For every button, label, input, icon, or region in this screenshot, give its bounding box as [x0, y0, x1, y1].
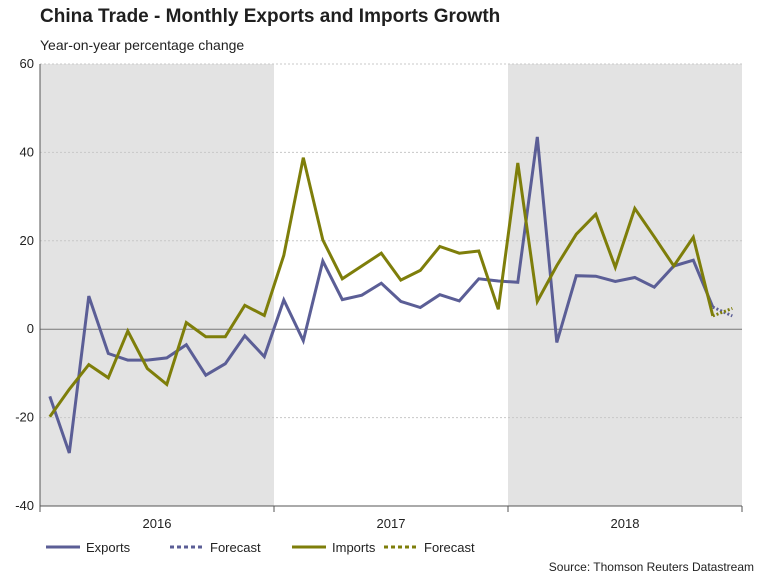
x-tick-label-2017: 2017	[377, 516, 406, 531]
x-tick-label-2016: 2016	[143, 516, 172, 531]
legend-label-forecast: Forecast	[424, 540, 475, 555]
y-tick-label: 60	[20, 56, 34, 71]
series-line-imports	[48, 157, 715, 418]
series-layer	[48, 136, 733, 454]
y-tick-label: -40	[15, 498, 34, 513]
series-line-forecast-imports	[712, 306, 733, 318]
chart-subtitle: Year-on-year percentage change	[40, 37, 245, 53]
x-tick-label-2018: 2018	[611, 516, 640, 531]
series-line-exports	[48, 136, 715, 454]
legend-label-imports: Imports	[332, 540, 376, 555]
legend-layer: Exports Forecast Imports Forecast	[46, 540, 475, 555]
chart-source: Source: Thomson Reuters Datastream	[548, 560, 754, 574]
legend-label-forecast: Forecast	[210, 540, 261, 555]
y-tick-label: 0	[27, 321, 34, 336]
legend-label-exports: Exports	[86, 540, 131, 555]
year-shading-layer	[40, 64, 742, 506]
y-tick-label: 20	[20, 233, 34, 248]
chart-title: China Trade - Monthly Exports and Import…	[40, 6, 501, 27]
series-line-forecast-exports	[712, 305, 733, 318]
y-tick-label: -20	[15, 410, 34, 425]
year-shade-2018	[508, 64, 742, 506]
axes-layer: -40 -20 0 20 40 60 2016 2017 2018	[15, 56, 743, 531]
y-tick-label: 40	[20, 144, 34, 159]
year-shade-2016	[40, 64, 274, 506]
